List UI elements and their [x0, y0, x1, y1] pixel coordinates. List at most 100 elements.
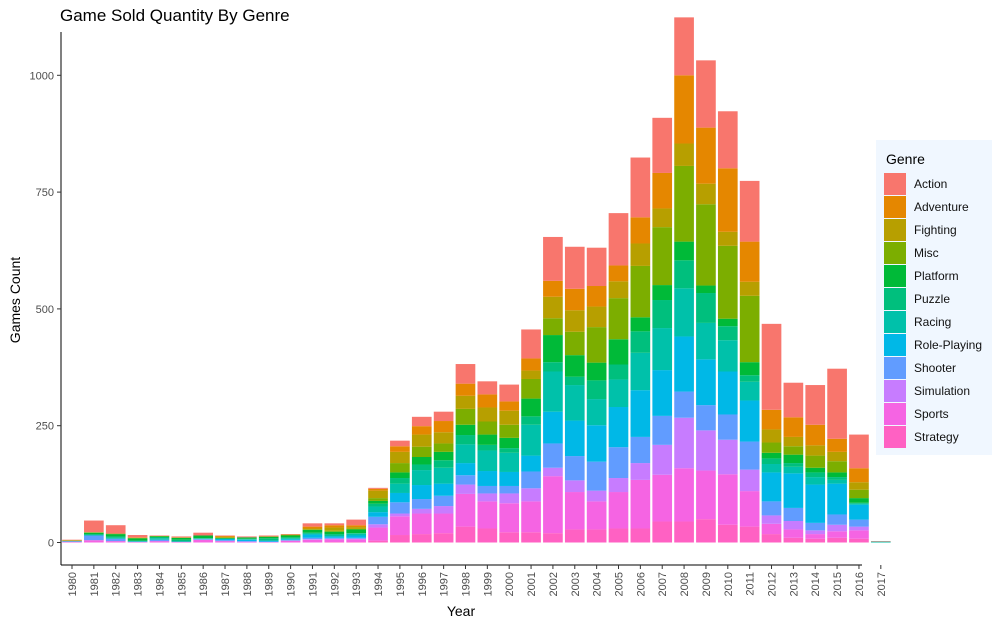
bar-segment [302, 529, 323, 530]
legend-swatch [884, 403, 906, 425]
bar-segment [783, 537, 804, 543]
bar-segment [739, 241, 760, 282]
bar-segment [543, 467, 563, 477]
bar-segment [302, 537, 323, 540]
bar-segment [586, 529, 607, 543]
legend-swatch [884, 357, 906, 379]
bar-segment [652, 300, 673, 329]
bar-segment [390, 492, 410, 503]
bar-segment [390, 502, 410, 514]
bar-segment [630, 243, 651, 266]
bar-segment [499, 503, 520, 533]
bar-segment [586, 399, 607, 426]
bar-segment [368, 498, 388, 501]
bar-segment [171, 541, 192, 543]
legend-swatch [884, 242, 906, 264]
bar-segment [390, 516, 410, 536]
bar-segment [761, 501, 782, 516]
bar-segment [783, 507, 804, 522]
bar-segment [346, 528, 367, 530]
legend-swatch [884, 426, 906, 448]
bar-segment [849, 498, 869, 503]
bar-segment [105, 541, 126, 543]
bar-segment [564, 492, 585, 530]
bar-segment [674, 165, 694, 242]
bar-segment [411, 513, 432, 535]
bar-segment [215, 535, 235, 537]
bar-segment [586, 286, 607, 307]
bar-segment [368, 488, 388, 491]
bar-segment [783, 529, 804, 538]
bar-segment [149, 536, 170, 539]
bar-segment [761, 472, 782, 502]
bar-segment [105, 534, 126, 537]
bar-segment [237, 542, 257, 543]
legend-label: Misc [914, 246, 939, 260]
bar-segment [652, 444, 673, 475]
bar-segment [237, 539, 257, 540]
bar-segment [346, 533, 367, 534]
y-tick-label: 0 [48, 538, 54, 550]
legend-swatch [884, 173, 906, 195]
bar-segment [171, 536, 192, 538]
bar-segment [783, 382, 804, 418]
legend-label: Platform [914, 269, 959, 283]
bar-segment [827, 514, 847, 525]
bar-segment [84, 535, 104, 536]
bar-segment [302, 534, 323, 538]
x-tick-label: 1982 [111, 572, 123, 596]
bar-segment [368, 500, 388, 504]
bar-segment [390, 483, 410, 493]
bar-segment [499, 384, 520, 402]
legend-label: Action [914, 177, 948, 191]
x-tick-label: 1989 [264, 572, 276, 596]
bar-segment [149, 535, 170, 537]
bar-segment [761, 515, 782, 524]
bar-segment [84, 535, 104, 541]
bar-segment [477, 444, 498, 451]
bar-segment [280, 538, 301, 540]
bar-segment [368, 527, 388, 541]
bar-segment [280, 534, 301, 536]
bar-segment [674, 336, 694, 392]
bar-segment [608, 447, 629, 479]
bar-segment [564, 480, 585, 493]
bar-segment [324, 535, 345, 537]
bar-segment [696, 322, 716, 360]
bar-segment [521, 370, 541, 379]
bar-segment [215, 536, 235, 538]
bar-segment [521, 532, 541, 543]
bar-segment [499, 437, 520, 449]
bar-segment [739, 491, 760, 527]
bar-segment [849, 526, 869, 531]
bar-segment [717, 326, 738, 341]
x-tick-label: 2000 [504, 572, 516, 596]
bar-segment [805, 472, 826, 478]
x-tick-label: 2011 [745, 572, 757, 596]
bar-segment [827, 537, 847, 543]
bar-segment [455, 383, 476, 396]
bar-segment [499, 532, 520, 543]
bar-segment [783, 436, 804, 447]
bar-segment [630, 479, 651, 529]
bar-segment [499, 452, 520, 472]
x-tick-label: 1993 [351, 572, 363, 596]
bar-segment [696, 183, 716, 205]
bar-segment [62, 540, 82, 542]
x-tick-label: 1992 [329, 572, 341, 596]
bar-segment [368, 524, 388, 528]
bar-segment [433, 432, 454, 444]
bar-segment [390, 463, 410, 473]
bar-segment [455, 435, 476, 445]
bar-segment [477, 471, 498, 486]
bar-segment [324, 525, 345, 528]
bar-segment [805, 484, 826, 523]
bar-segment [280, 535, 301, 536]
bar-segment [477, 421, 498, 435]
bar-segment [390, 446, 410, 452]
bar-segment [193, 532, 213, 536]
x-tick-label: 2004 [592, 572, 604, 596]
bar-segment [739, 469, 760, 492]
bar-segment [84, 520, 104, 533]
